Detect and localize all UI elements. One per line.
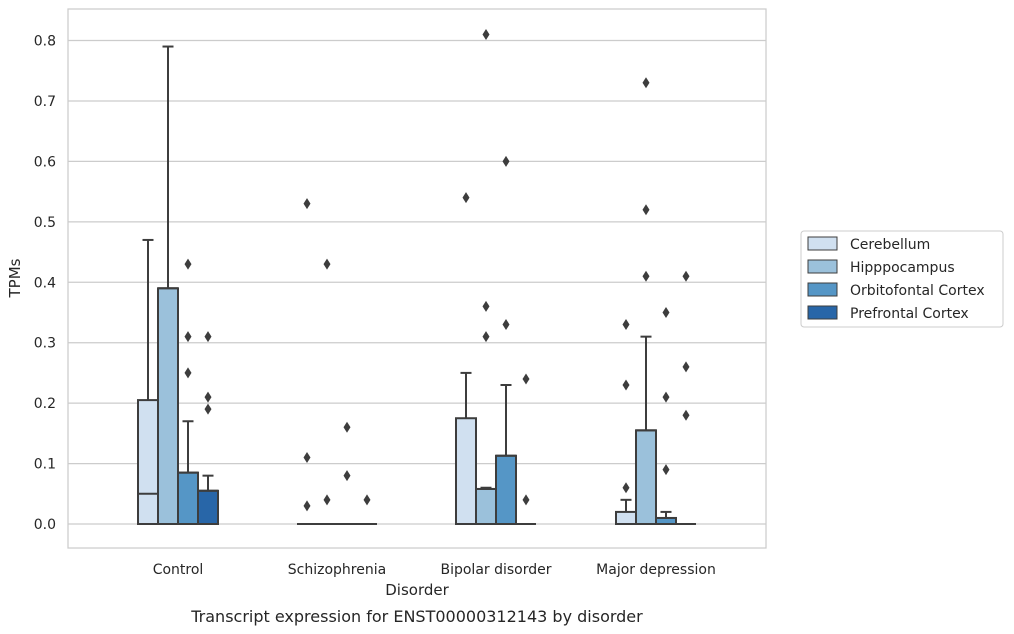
outlier-point bbox=[502, 319, 510, 331]
outlier-point bbox=[323, 258, 331, 270]
outlier-point bbox=[343, 470, 351, 482]
legend-label: Orbitofontal Cortex bbox=[850, 283, 985, 299]
x-tick-label: Bipolar disorder bbox=[440, 562, 551, 578]
y-tick-label: 0.8 bbox=[34, 34, 56, 50]
y-tick-label: 0.4 bbox=[34, 275, 56, 291]
outlier-point bbox=[204, 391, 212, 403]
plot-frame bbox=[67, 8, 767, 549]
outlier-point bbox=[184, 367, 192, 379]
box bbox=[455, 417, 477, 525]
legend-label: Prefrontal Cortex bbox=[850, 306, 969, 322]
outlier-point bbox=[303, 452, 311, 464]
outlier-point bbox=[323, 494, 331, 506]
legend-swatch bbox=[807, 259, 838, 274]
outlier-point bbox=[204, 403, 212, 415]
outlier-point bbox=[462, 192, 470, 204]
outlier-point bbox=[522, 494, 530, 506]
series-hipppocampus bbox=[157, 28, 657, 526]
legend-label: Cerebellum bbox=[850, 237, 930, 253]
y-tick-label: 0.1 bbox=[34, 457, 56, 473]
chart-caption: Transcript expression for ENST0000031214… bbox=[190, 607, 643, 626]
x-axis-title: Disorder bbox=[385, 581, 449, 599]
box bbox=[635, 429, 657, 525]
outlier-point bbox=[682, 409, 690, 421]
outlier-point bbox=[303, 198, 311, 210]
y-axis-ticks: 0.0 0.1 0.2 0.3 0.4 0.5 0.6 0.7 0.8 bbox=[34, 34, 56, 534]
y-tick-label: 0.7 bbox=[34, 94, 56, 110]
box bbox=[197, 489, 219, 525]
legend-swatch bbox=[807, 282, 838, 297]
x-tick-label: Control bbox=[153, 562, 204, 578]
outlier-point bbox=[184, 258, 192, 270]
legend: Cerebellum Hipppocampus Orbitofontal Corte… bbox=[800, 230, 1004, 328]
outlier-point bbox=[184, 331, 192, 343]
box bbox=[137, 399, 159, 525]
outlier-point bbox=[682, 361, 690, 373]
outlier-point bbox=[522, 373, 530, 385]
outlier-point bbox=[642, 204, 650, 216]
box bbox=[177, 471, 199, 525]
x-tick-label: Major depression bbox=[596, 562, 716, 578]
outlier-point bbox=[662, 306, 670, 318]
box bbox=[157, 287, 179, 526]
y-tick-label: 0.2 bbox=[34, 396, 56, 412]
legend-swatch bbox=[807, 305, 838, 320]
outlier-point bbox=[204, 331, 212, 343]
outlier-point bbox=[642, 270, 650, 282]
outlier-point bbox=[363, 494, 371, 506]
box bbox=[495, 454, 517, 525]
y-tick-label: 0.5 bbox=[34, 215, 56, 231]
y-tick-label: 0.0 bbox=[34, 517, 56, 533]
outlier-point bbox=[303, 500, 311, 512]
box bbox=[615, 510, 637, 526]
outlier-point bbox=[622, 319, 630, 331]
outlier-point bbox=[482, 300, 490, 312]
outlier-point bbox=[682, 270, 690, 282]
outlier-point bbox=[482, 331, 490, 343]
series-prefrontal-cortex bbox=[197, 270, 696, 525]
box-series bbox=[137, 28, 696, 526]
outlier-point bbox=[662, 464, 670, 476]
box bbox=[475, 487, 497, 526]
outlier-point bbox=[622, 482, 630, 494]
y-tick-label: 0.3 bbox=[34, 336, 56, 352]
outlier-point bbox=[642, 77, 650, 89]
series-orbitofontal-cortex bbox=[177, 155, 677, 525]
outlier-point bbox=[482, 28, 490, 40]
legend-label: Hipppocampus bbox=[850, 260, 955, 276]
outlier-point bbox=[502, 155, 510, 167]
x-axis-ticks: Control Schizophrenia Bipolar disorder Majo… bbox=[153, 562, 716, 578]
outlier-point bbox=[662, 391, 670, 403]
series-cerebellum bbox=[137, 192, 637, 526]
y-axis-title: TPMs bbox=[6, 258, 24, 298]
outlier-point bbox=[343, 421, 351, 433]
legend-swatch bbox=[807, 236, 838, 251]
y-tick-label: 0.6 bbox=[34, 154, 56, 170]
legend-frame bbox=[800, 230, 1004, 328]
x-tick-label: Schizophrenia bbox=[288, 562, 386, 578]
outlier-point bbox=[622, 379, 630, 391]
